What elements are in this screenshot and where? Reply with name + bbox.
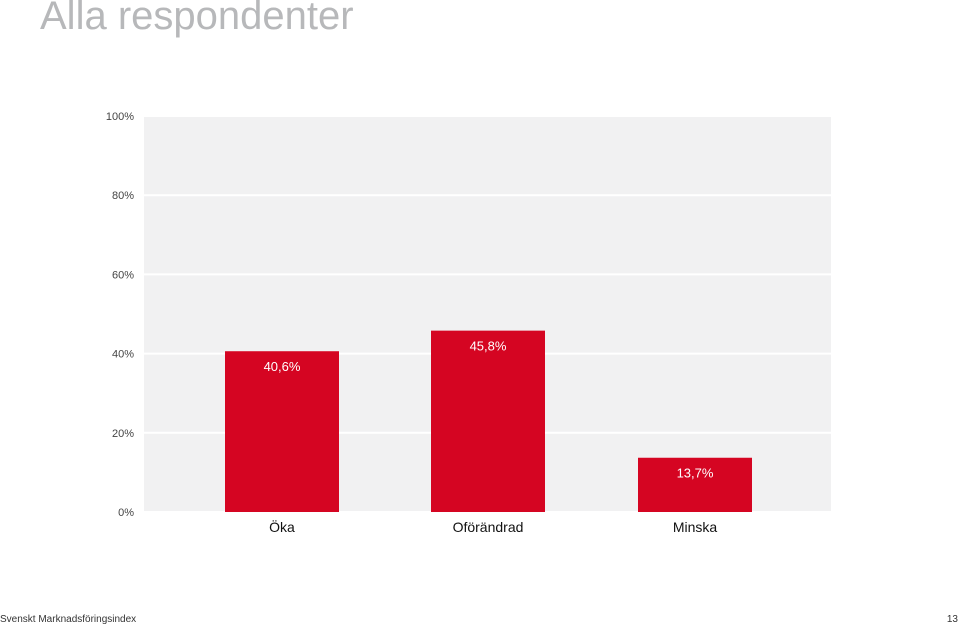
y-tick-label: 20%	[112, 428, 134, 440]
bar	[431, 330, 545, 512]
x-category-label: Öka	[269, 518, 295, 535]
bar-value-label: 45,8%	[470, 339, 507, 354]
bar-value-label: 40,6%	[264, 359, 301, 374]
x-category-label: Oförändrad	[453, 519, 524, 535]
page-number: 13	[946, 614, 958, 625]
y-tick-label: 40%	[112, 349, 134, 361]
footer-publication-name: Svenskt Marknadsföringsindex	[0, 614, 137, 625]
bar	[225, 351, 339, 512]
bar-value-label: 13,7%	[677, 466, 714, 481]
y-tick-label: 80%	[112, 190, 134, 202]
page-title: Alla respondenter	[40, 0, 354, 38]
x-category-label: Minska	[673, 519, 718, 535]
y-tick-label: 60%	[112, 269, 134, 281]
y-tick-label: 0%	[118, 507, 134, 519]
bar	[638, 457, 752, 512]
y-tick-label: 100%	[106, 111, 134, 123]
